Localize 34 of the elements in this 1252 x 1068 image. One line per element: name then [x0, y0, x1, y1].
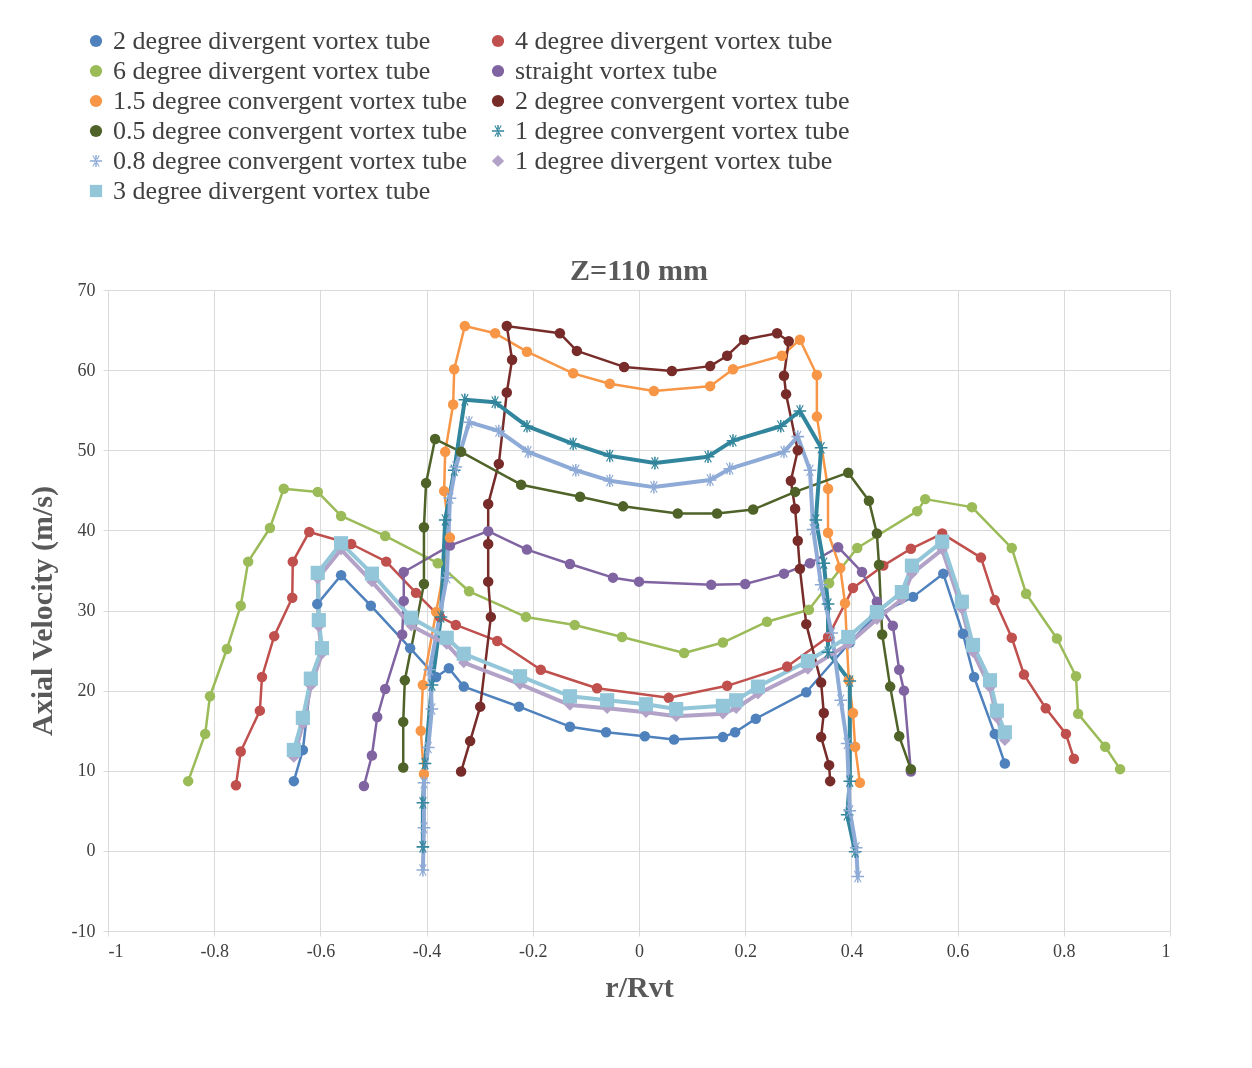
y-tick-label: 10: [77, 760, 96, 781]
legend-label: straight vortex tube: [515, 56, 718, 85]
x-tick-label: 0.2: [734, 940, 757, 961]
y-tick-label: 70: [77, 279, 96, 300]
legend-label: 1 degree convergent vortex tube: [515, 116, 850, 145]
y-tick-label: 0: [86, 840, 96, 861]
legend-label: 3 degree divergent vortex tube: [113, 176, 431, 205]
x-axis-title: r/Rvt: [605, 969, 674, 1003]
y-tick-label: 30: [77, 600, 96, 620]
x-tick-label: -1: [108, 940, 124, 961]
y-axis-title: Axial Velocity (m/s): [24, 486, 59, 736]
legend-label: 6 degree divergent vortex tube: [113, 56, 431, 85]
x-tick-label: 0.8: [1053, 940, 1076, 961]
legend-label: 0.5 degree convergent vortex tube: [113, 116, 467, 145]
x-tick-label: 0.6: [946, 940, 970, 961]
x-tick-label: 0.4: [840, 940, 864, 961]
legend-label: 1 degree divergent vortex tube: [515, 146, 833, 175]
x-tick-label: 0: [635, 940, 644, 961]
y-tick-label: 20: [77, 680, 96, 701]
x-tick-label: 1: [1161, 940, 1171, 961]
legend-label: 2 degree divergent vortex tube: [113, 26, 431, 55]
y-tick-label: 50: [77, 439, 96, 460]
x-tick-label: -0.8: [200, 940, 229, 961]
x-tick-label: -0.4: [412, 940, 442, 961]
y-tick-label: 60: [77, 359, 96, 380]
legend-label: 2 degree convergent vortex tube: [515, 86, 850, 115]
chart-title: Z=110 mm: [570, 253, 708, 286]
legend-label: 0.8 degree convergent vortex tube: [113, 146, 467, 175]
legend-label: 1.5 degree convergent vortex tube: [113, 86, 467, 115]
x-tick-label: -0.2: [519, 940, 548, 961]
y-tick-label: -10: [71, 920, 96, 941]
legend-label: 4 degree divergent vortex tube: [515, 26, 833, 55]
y-tick-label: 40: [77, 519, 96, 540]
x-tick-label: -0.6: [306, 940, 336, 961]
